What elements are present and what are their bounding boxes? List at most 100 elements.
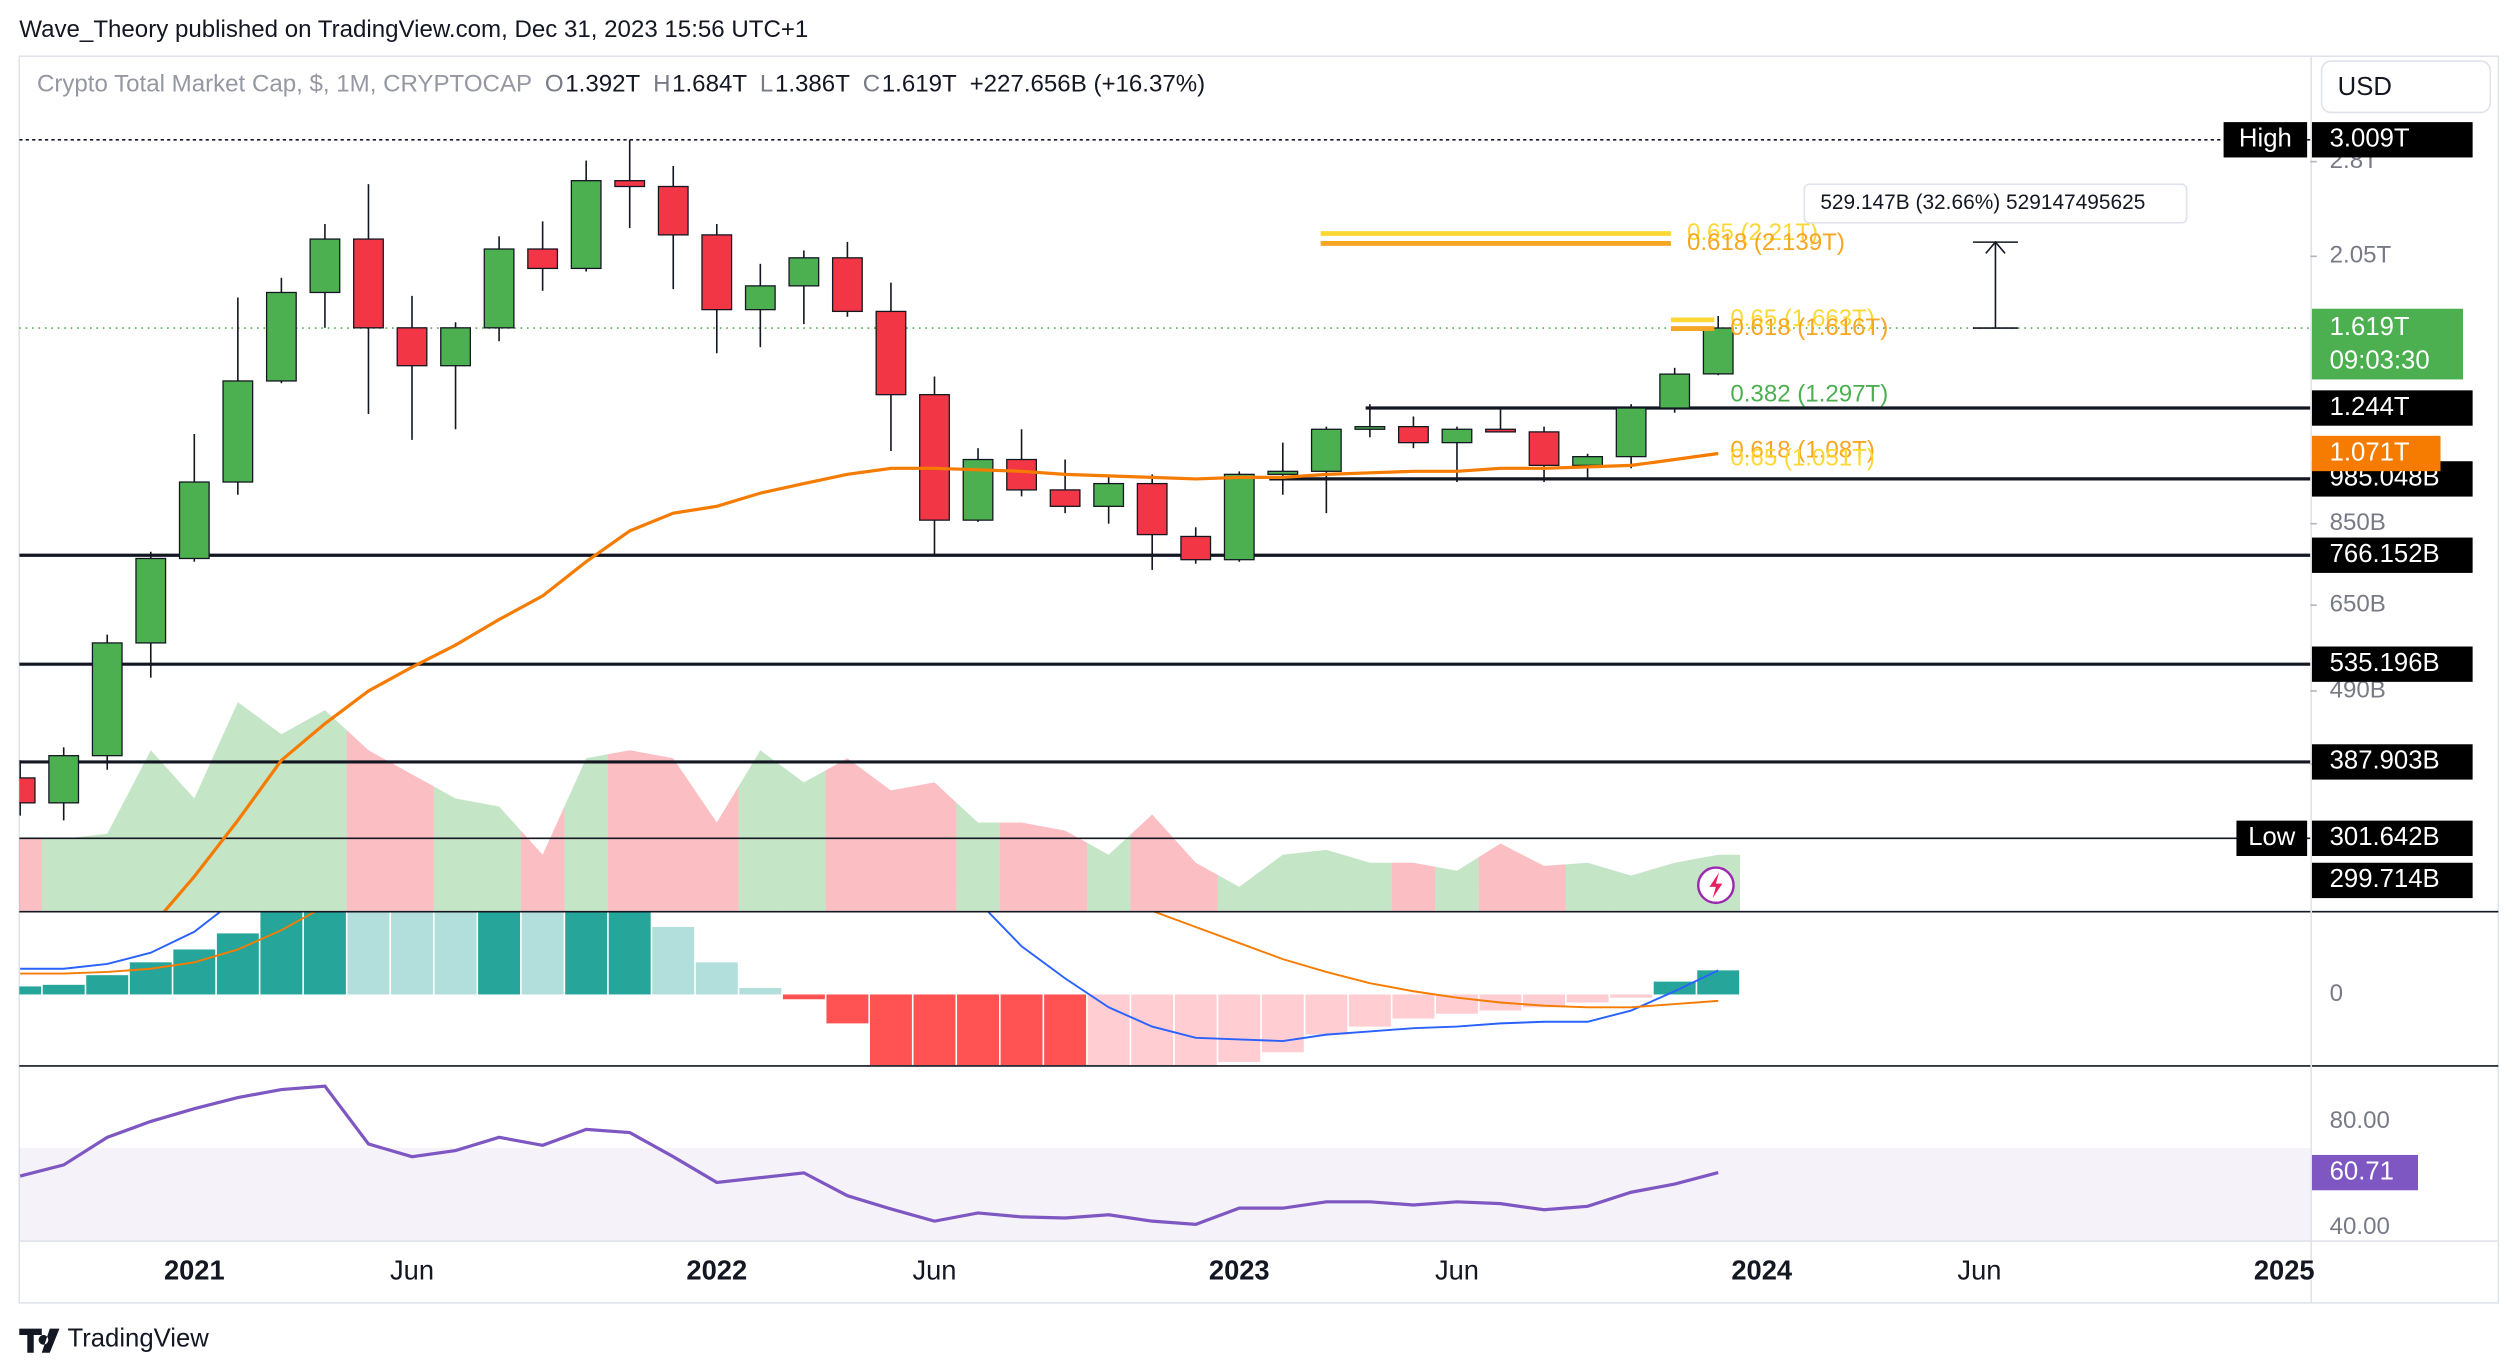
x-tick-label: 2021 [164, 1255, 225, 1286]
macd-pane [19, 912, 1740, 1066]
candle-body [831, 257, 863, 313]
volume-area [651, 754, 696, 911]
macd-histogram-bar [1174, 994, 1217, 1066]
macd-histogram-bar [434, 912, 477, 995]
legend: Crypto Total Market Cap, $, 1M, CRYPTOCA… [37, 71, 1205, 98]
macd-histogram-bar [129, 962, 172, 995]
volume-area [607, 750, 652, 911]
candle-body [483, 248, 515, 329]
candle-body [744, 285, 776, 311]
volume-area [1304, 849, 1349, 911]
level-badge [2311, 537, 2473, 573]
volume-area [564, 754, 608, 911]
level-tag-label: High [2239, 125, 2292, 153]
last-price-label: 1.619T [2330, 313, 2410, 341]
candle-body [657, 185, 689, 236]
legend-item: +227.656B (+16.37%) [970, 71, 1206, 98]
currency-button[interactable] [2320, 60, 2492, 114]
candle-body [222, 380, 254, 483]
price-pane [19, 138, 2311, 911]
candle-body [1441, 428, 1473, 444]
candle-body [701, 234, 733, 311]
x-tick-label: 2023 [1209, 1255, 1270, 1286]
macd-histogram-bar [1261, 994, 1304, 1053]
macd-histogram-bar [1697, 970, 1740, 995]
candle-body [265, 291, 297, 382]
candle-body [1180, 535, 1212, 561]
volume-area [1217, 870, 1262, 911]
chart-frame [18, 55, 2500, 1304]
candle-body [875, 310, 907, 396]
fib-label: 0.65 (1.663T) [1730, 305, 1875, 332]
currency-label[interactable]: USD [2338, 73, 2392, 101]
fib-label: 0.382 (1.297T) [1730, 381, 1888, 408]
overlay: 2.8T2.05T850B650B490B385B3.009THigh1.244… [1687, 122, 2473, 1240]
fib-label: 0.65 (2.21T) [1687, 219, 1818, 246]
last-price-badge [2311, 308, 2463, 380]
level-badge-label: 766.152B [2330, 540, 2440, 568]
candle-body [1528, 431, 1560, 467]
macd-histogram-bar [1348, 994, 1391, 1027]
x-tick-label: 2025 [2254, 1255, 2315, 1286]
candle-body [1397, 426, 1429, 444]
candle-body [788, 257, 820, 287]
candle-body [135, 557, 167, 644]
macd-histogram-bar [347, 912, 390, 995]
macd-histogram-bar [739, 988, 782, 995]
ma-badge [2311, 435, 2441, 472]
macd-histogram-bar [1000, 994, 1043, 1066]
countdown-label: 09:03:30 [2330, 347, 2430, 375]
volume-area [520, 806, 565, 911]
macd-histogram-bar [913, 994, 956, 1066]
macd-histogram-bar [695, 962, 738, 995]
candle-body [1049, 489, 1081, 507]
macd-histogram-bar [1218, 994, 1261, 1062]
volume-area [1652, 858, 1697, 911]
candle-body [1006, 458, 1038, 491]
fib-label: 0.65 (1.051T) [1730, 445, 1875, 472]
volume-area [41, 836, 86, 911]
macd-line [20, 912, 1719, 1043]
rsi-pane [19, 1084, 2311, 1241]
macd-histogram-bar [391, 912, 433, 995]
macd-signal-line [20, 912, 1719, 1009]
macd-histogram-bar [260, 912, 303, 995]
volume-area [1565, 862, 1610, 911]
candle-body [1223, 473, 1255, 561]
candle-body [353, 238, 384, 329]
measure-tooltip-text: 529.147B (32.66%) 529147495625 [1820, 191, 2145, 214]
candle-body [1093, 482, 1125, 507]
level-badge [2311, 390, 2473, 426]
volume-area [912, 782, 957, 911]
level-badge-label: 3.009T [2330, 125, 2410, 153]
macd-histogram-bar [1653, 981, 1696, 995]
x-tick-label: Jun [1957, 1255, 2001, 1286]
y-tick-label: 850B [2330, 509, 2386, 536]
macd-histogram-bar [19, 986, 42, 995]
rsi-line [19, 1084, 1719, 1226]
candle-body [440, 327, 471, 367]
volume-area [999, 822, 1044, 911]
rsi-band [19, 1147, 2311, 1241]
legend-item: H [653, 71, 670, 98]
level-badge [2311, 862, 2473, 899]
legend-item: 1.392T [565, 71, 640, 98]
moving-average-line [162, 451, 1719, 911]
macd-histogram-bar [957, 994, 999, 1066]
candle-body [1615, 407, 1647, 458]
macd-histogram-bar [1305, 994, 1348, 1035]
candle-body [1572, 455, 1604, 467]
level-badge [2311, 820, 2473, 856]
level-badge [2311, 646, 2473, 682]
candle-body [1354, 426, 1386, 430]
macd-histogram-bar [478, 912, 521, 995]
macd-histogram-bar [608, 912, 651, 995]
rsi-tick-label: 80.00 [2330, 1107, 2390, 1134]
fib-label: 0.618 (2.139T) [1687, 229, 1845, 256]
volume-area [1391, 862, 1436, 911]
header-text: Wave_Theory published on TradingView.com… [19, 16, 808, 43]
rsi-badge [2311, 1154, 2418, 1191]
volume-area [869, 774, 913, 911]
